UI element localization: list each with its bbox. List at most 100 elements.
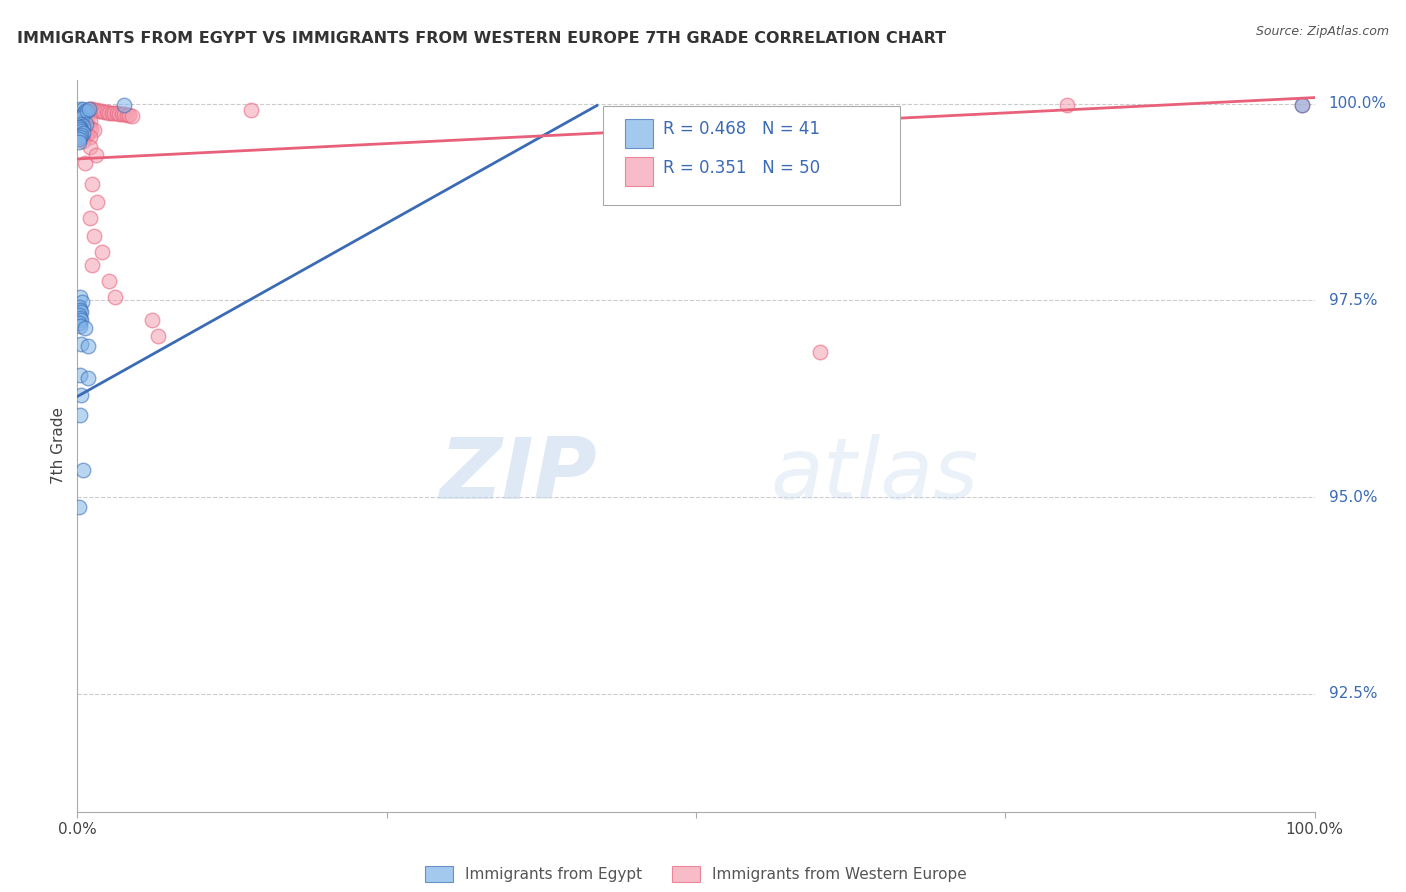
Point: [67, 135, 90, 149]
Point: [69, 132, 91, 146]
Point: [75, 120, 97, 134]
Point: [79, 211, 101, 225]
Point: [112, 98, 135, 112]
Point: [90, 103, 112, 118]
Point: [69, 310, 91, 325]
Point: [86, 103, 108, 118]
Point: [73, 321, 96, 335]
Point: [103, 106, 125, 120]
Point: [69, 111, 91, 125]
Point: [69, 129, 91, 144]
Point: [72, 462, 94, 476]
Point: [80, 103, 103, 117]
Y-axis label: 7th Grade: 7th Grade: [51, 408, 66, 484]
Point: [70, 313, 93, 327]
Point: [112, 107, 135, 121]
Point: [70, 116, 93, 130]
Point: [69, 408, 91, 422]
Point: [67, 300, 90, 314]
Point: [73, 118, 96, 132]
Point: [72, 134, 94, 148]
FancyBboxPatch shape: [603, 106, 900, 204]
Text: IMMIGRANTS FROM EGYPT VS IMMIGRANTS FROM WESTERN EUROPE 7TH GRADE CORRELATION CH: IMMIGRANTS FROM EGYPT VS IMMIGRANTS FROM…: [17, 31, 946, 46]
FancyBboxPatch shape: [626, 119, 652, 148]
Point: [73, 156, 96, 170]
Point: [69, 103, 91, 117]
Text: 100.0%: 100.0%: [1329, 96, 1386, 112]
Point: [72, 126, 94, 140]
Point: [69, 289, 91, 303]
Point: [72, 103, 94, 117]
Point: [67, 316, 90, 330]
Legend: Immigrants from Egypt, Immigrants from Western Europe: Immigrants from Egypt, Immigrants from W…: [419, 860, 973, 888]
Point: [76, 112, 98, 127]
Point: [96, 104, 118, 119]
Point: [76, 128, 98, 143]
Point: [1056, 97, 1078, 112]
Point: [121, 109, 143, 123]
Point: [105, 106, 128, 120]
Point: [77, 121, 100, 136]
Point: [72, 119, 94, 133]
Point: [82, 258, 104, 272]
Point: [93, 104, 115, 119]
Point: [84, 148, 107, 162]
Point: [70, 295, 93, 310]
Text: R = 0.351   N = 50: R = 0.351 N = 50: [662, 159, 820, 177]
Point: [70, 388, 93, 402]
Point: [73, 103, 96, 118]
Point: [67, 500, 90, 514]
Point: [108, 107, 131, 121]
Point: [72, 126, 94, 140]
Point: [239, 103, 262, 118]
Point: [115, 108, 138, 122]
Point: [79, 103, 101, 117]
Point: [76, 103, 98, 118]
Point: [97, 274, 120, 288]
Point: [100, 105, 122, 120]
Point: [70, 336, 93, 351]
Point: [86, 195, 108, 210]
Point: [70, 128, 93, 143]
Point: [1291, 97, 1313, 112]
Point: [79, 129, 101, 144]
Point: [77, 339, 100, 353]
Text: atlas: atlas: [770, 434, 979, 516]
Point: [67, 132, 90, 146]
Point: [98, 105, 121, 120]
Point: [111, 107, 134, 121]
Point: [73, 106, 96, 120]
Point: [146, 329, 169, 343]
Point: [104, 289, 127, 303]
Point: [70, 116, 93, 130]
Point: [69, 305, 91, 319]
Point: [89, 103, 111, 118]
Point: [73, 111, 96, 125]
Point: [91, 244, 114, 259]
Point: [69, 302, 91, 317]
Point: [141, 313, 163, 327]
Point: [1291, 98, 1313, 112]
Point: [69, 120, 91, 134]
Text: 95.0%: 95.0%: [1329, 490, 1376, 505]
Point: [82, 177, 104, 191]
Point: [70, 109, 93, 123]
Point: [69, 318, 91, 333]
Point: [73, 128, 96, 142]
FancyBboxPatch shape: [626, 157, 652, 186]
Point: [118, 108, 141, 122]
Point: [70, 124, 93, 138]
Point: [83, 103, 105, 118]
Point: [69, 122, 91, 136]
Point: [83, 123, 105, 137]
Point: [67, 120, 90, 135]
Point: [79, 103, 101, 117]
Text: R = 0.468   N = 41: R = 0.468 N = 41: [662, 120, 820, 138]
Point: [67, 308, 90, 322]
Text: 97.5%: 97.5%: [1329, 293, 1376, 308]
Point: [77, 370, 100, 384]
Point: [79, 140, 101, 154]
Point: [79, 114, 101, 128]
Point: [75, 116, 97, 130]
Point: [808, 344, 831, 359]
